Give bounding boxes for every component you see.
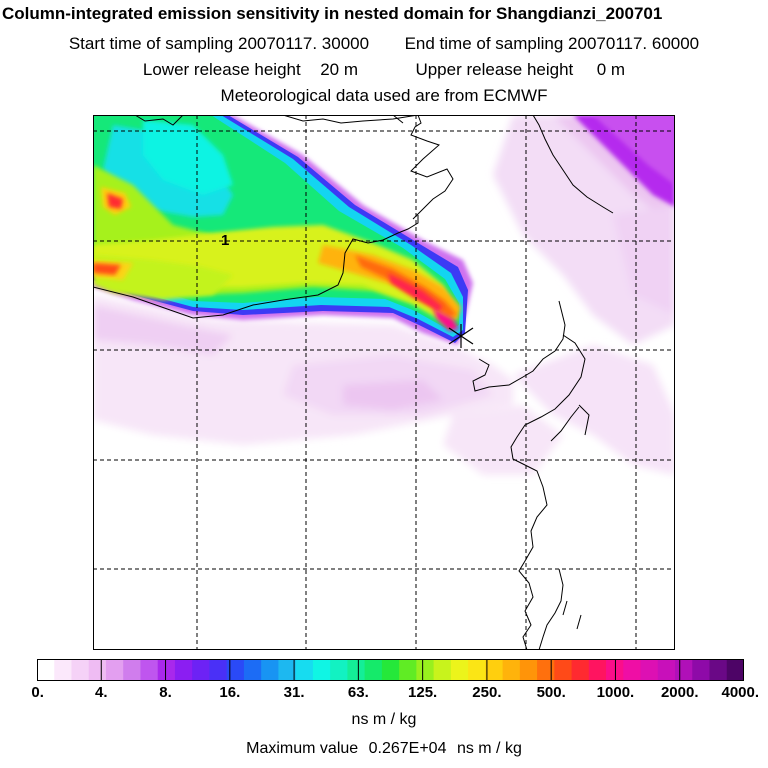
color-swatch	[364, 659, 383, 681]
color-swatch	[692, 659, 711, 681]
color-swatch	[347, 659, 366, 681]
color-scale-bar	[37, 659, 744, 681]
color-swatch	[709, 659, 728, 681]
color-swatch	[675, 659, 693, 681]
color-swatch	[243, 659, 262, 681]
end-value: 20070117. 60000	[568, 34, 700, 53]
color-swatch	[640, 659, 659, 681]
color-scale-tick-label: 4000.	[721, 684, 760, 701]
color-swatch	[433, 659, 452, 681]
color-swatch	[192, 659, 211, 681]
color-scale-tick-label: 31.	[283, 684, 305, 701]
color-swatch	[571, 659, 590, 681]
color-swatch	[312, 659, 331, 681]
color-scale-tick-label: 500.	[536, 684, 566, 701]
color-swatch	[554, 659, 573, 681]
ne-mid-region	[593, 115, 675, 185]
low-sensitivity-field	[93, 115, 675, 475]
color-swatch	[157, 659, 176, 681]
color-scale-tick-label: 4.	[95, 684, 108, 701]
color-swatch	[261, 659, 280, 681]
color-swatch	[381, 659, 400, 681]
color-swatch	[485, 659, 504, 681]
max-unit: ns m / kg	[456, 740, 522, 757]
color-swatch	[226, 659, 245, 681]
color-swatch	[468, 659, 486, 681]
sensitivity-map: 1	[93, 115, 675, 650]
receptor-marker	[448, 324, 474, 348]
lower-value: 20 m	[320, 60, 358, 79]
color-scale-frame	[37, 659, 744, 681]
upper-label: Upper release height	[415, 60, 574, 79]
color-scale-tick-label: 16.	[219, 684, 241, 701]
color-swatch	[174, 659, 193, 681]
color-scale-tick-label: 250.	[472, 684, 502, 701]
sampling-line: Start time of sampling 20070117. 30000 E…	[0, 34, 768, 54]
color-swatch	[105, 659, 124, 681]
color-swatch	[588, 659, 607, 681]
color-swatch	[330, 659, 348, 681]
lower-label: Lower release height	[142, 60, 301, 79]
color-swatch	[399, 659, 417, 681]
plume	[93, 115, 473, 345]
color-scale-tick-label: 8.	[159, 684, 172, 701]
color-swatch	[209, 659, 228, 681]
upper-value: 0 m	[596, 60, 626, 79]
color-swatch	[519, 659, 538, 681]
lat-lon-grid	[93, 115, 675, 650]
color-scale-tick-label: 1000.	[596, 684, 635, 701]
color-swatch	[502, 659, 521, 681]
color-swatch	[416, 659, 435, 681]
start-label: Start time of sampling	[68, 34, 234, 53]
coastlines	[93, 115, 614, 650]
color-scale-tick-label: 2000.	[660, 684, 699, 701]
color-swatch	[37, 659, 55, 681]
color-swatch	[140, 659, 159, 681]
release-line: Lower release height 20 m Upper release …	[0, 60, 768, 80]
color-swatch	[54, 659, 73, 681]
map-panel: 1	[93, 115, 675, 650]
color-swatch	[657, 659, 676, 681]
map-frame	[93, 115, 675, 650]
color-swatch	[71, 659, 90, 681]
color-swatch	[623, 659, 642, 681]
met-data-line: Meteorological data used are from ECMWF	[220, 86, 548, 105]
start-value: 20070117. 30000	[237, 34, 370, 53]
color-swatch	[123, 659, 142, 681]
color-scale-ticks: 0. 4. 8. 16. 31. 63. 125. 250. 500. 1000. 2000. 400…	[0, 684, 768, 706]
max-label: Maximum value	[246, 740, 359, 757]
color-swatch	[537, 659, 555, 681]
map-title: Column-integrated emission sensitivity i…	[2, 4, 663, 23]
color-scale-tick-label: 125.	[408, 684, 438, 701]
color-swatch	[88, 659, 107, 681]
color-swatch	[295, 659, 314, 681]
color-swatch	[278, 659, 297, 681]
color-swatch	[450, 659, 469, 681]
end-label: End time of sampling	[404, 34, 564, 53]
max-value: 0.267E+04	[368, 740, 447, 757]
maximum-value-line: Maximum value 0.267E+04 ns m / kg	[0, 740, 768, 758]
color-scale-tick-label: 63.	[347, 684, 369, 701]
color-scale-tick-label: 0.	[31, 684, 44, 701]
contour-label: 1	[221, 232, 229, 249]
color-scale-unit: ns m / kg	[351, 711, 417, 728]
color-swatch	[726, 659, 744, 681]
